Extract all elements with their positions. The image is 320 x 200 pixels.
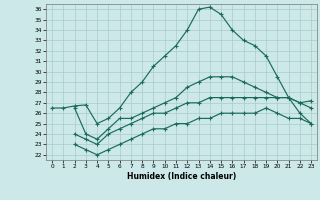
X-axis label: Humidex (Indice chaleur): Humidex (Indice chaleur) [127,172,236,181]
